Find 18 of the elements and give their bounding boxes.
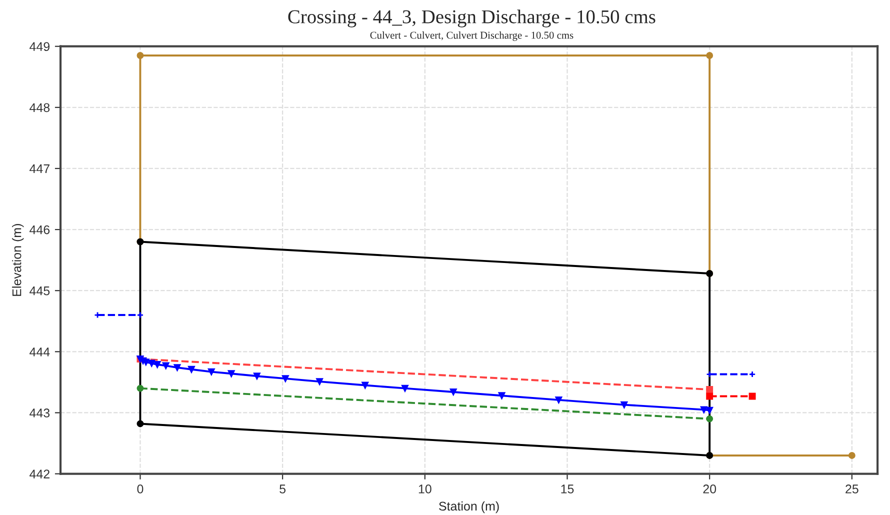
x-tick-label: 25 [846, 484, 858, 494]
y-tick-label: 447 [30, 164, 50, 174]
y-tick-label: 442 [30, 470, 50, 478]
x-tick-label: 10 [418, 484, 432, 494]
chart-title: Crossing - 44_3, Design Discharge - 10.50 cms [288, 10, 656, 28]
y-tick-label: 448 [30, 103, 50, 112]
x-tick-label: 15 [561, 484, 574, 494]
x-axis-title: Station (m) [439, 501, 499, 514]
y-tick-label: 445 [30, 286, 50, 296]
y-tick-label: 449 [30, 42, 50, 51]
y-tick-label: 443 [30, 408, 50, 418]
x-tick-label: 5 [280, 484, 286, 494]
y-axis-title: Elevation (m) [12, 224, 24, 296]
y-tick-label: 446 [30, 225, 50, 234]
y-tick-label: 444 [30, 348, 50, 356]
x-tick-label: 20 [703, 484, 716, 494]
x-tick-label: 0 [137, 484, 144, 494]
chart-subtitle: Culvert - Culvert, Culvert Discharge - 10.50 cms [370, 31, 574, 41]
